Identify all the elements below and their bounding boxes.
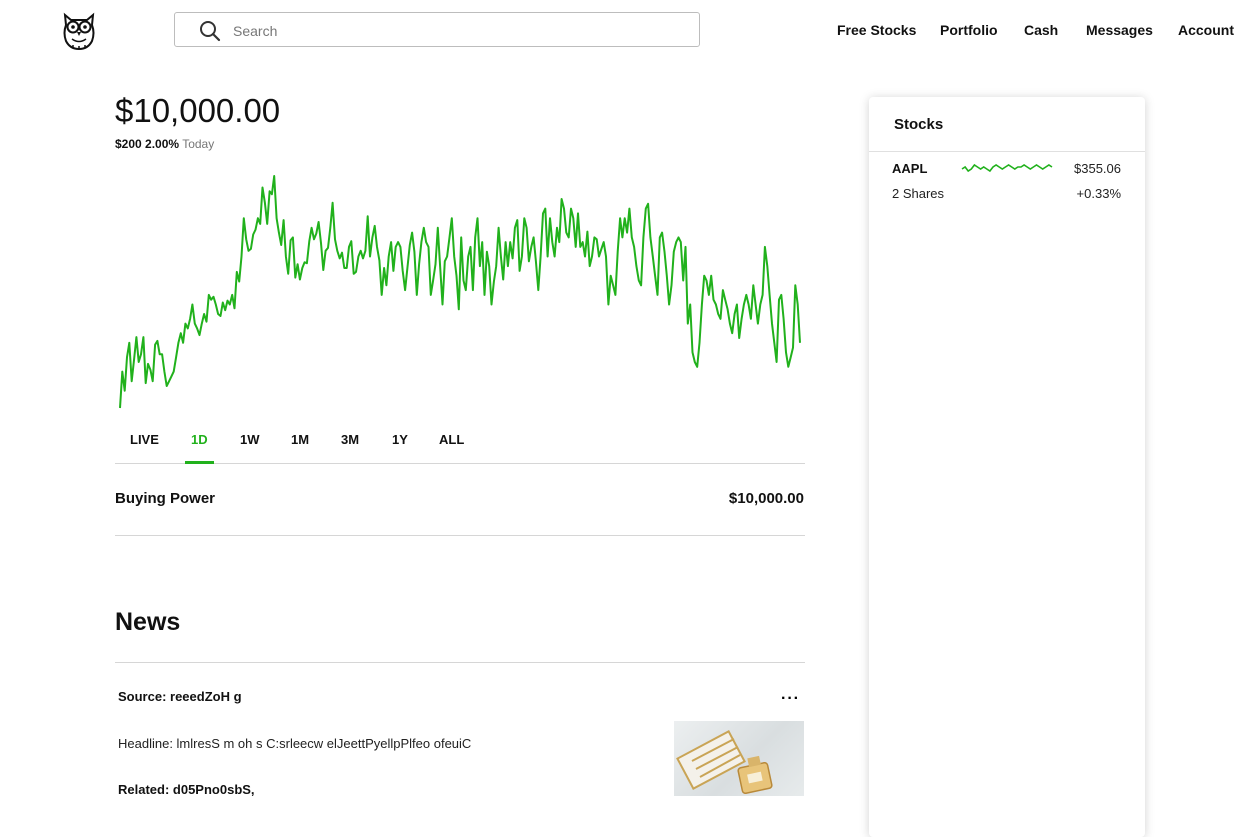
- divider: [115, 535, 805, 536]
- more-options-icon[interactable]: ···: [781, 690, 800, 707]
- range-tabs: LIVE 1D 1W 1M 3M 1Y ALL: [115, 420, 805, 464]
- active-tab-indicator: [185, 461, 214, 464]
- news-thumbnail-image[interactable]: [674, 721, 804, 796]
- nav-messages[interactable]: Messages: [1086, 22, 1153, 38]
- owl-logo-icon[interactable]: [62, 11, 96, 51]
- stock-price: $355.06: [1074, 161, 1121, 176]
- change-amount: $200: [115, 137, 142, 151]
- portfolio-balance: $10,000.00: [115, 92, 281, 129]
- nav-free-stocks[interactable]: Free Stocks: [837, 22, 917, 38]
- tab-3m[interactable]: 3M: [341, 432, 360, 447]
- news-title: News: [115, 608, 181, 636]
- change-period: Today: [182, 137, 215, 151]
- news-source: Source: reeedZoH g: [118, 689, 242, 704]
- nav-account[interactable]: Account: [1178, 22, 1234, 38]
- portfolio-chart[interactable]: [115, 170, 805, 414]
- tab-1m[interactable]: 1M: [291, 432, 310, 447]
- stock-sparkline: [961, 163, 1053, 173]
- news-headline[interactable]: Headline: lmlresS m oh s C:srleecw elJee…: [118, 736, 472, 751]
- search-box[interactable]: [174, 12, 700, 47]
- tab-1y[interactable]: 1Y: [392, 432, 408, 447]
- search-input[interactable]: [231, 19, 675, 43]
- stocks-panel-title: Stocks: [894, 116, 944, 133]
- stock-row-aapl[interactable]: AAPL $355.06 2 Shares +0.33%: [869, 152, 1145, 212]
- sparkline-line: [961, 163, 1053, 173]
- tab-all[interactable]: ALL: [439, 432, 465, 447]
- portfolio-change: $200 2.00% Today: [115, 137, 214, 151]
- divider: [869, 151, 1145, 152]
- tab-1d[interactable]: 1D: [191, 432, 208, 447]
- nav-cash[interactable]: Cash: [1024, 22, 1059, 38]
- divider: [115, 662, 805, 663]
- buying-power-value: $10,000.00: [728, 490, 804, 507]
- stocks-panel: Stocks AAPL $355.06 2 Shares +0.33%: [869, 97, 1145, 837]
- tab-live[interactable]: LIVE: [130, 432, 159, 447]
- change-percent: 2.00%: [145, 137, 180, 151]
- stock-ticker: AAPL: [892, 161, 928, 176]
- portfolio-chart-line: [119, 175, 801, 409]
- buying-power-label: Buying Power: [115, 490, 216, 507]
- tab-1w[interactable]: 1W: [240, 432, 260, 447]
- stock-shares: 2 Shares: [892, 186, 945, 201]
- news-related: Related: d05Pno0sbS,: [118, 782, 255, 797]
- search-icon: [200, 21, 221, 42]
- stock-change: +0.33%: [1076, 186, 1121, 201]
- nav-portfolio[interactable]: Portfolio: [940, 22, 998, 38]
